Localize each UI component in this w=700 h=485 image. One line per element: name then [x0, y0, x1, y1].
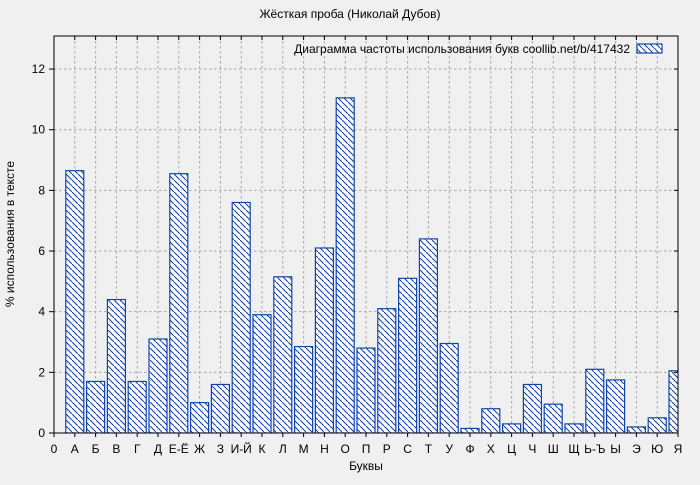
- x-tick-label: Ю: [651, 442, 663, 456]
- y-tick-label: 4: [38, 305, 45, 319]
- bars: [65, 97, 678, 433]
- bar-Г: [127, 380, 147, 433]
- y-tick-label: 2: [38, 365, 45, 379]
- bar-Ц: [502, 423, 522, 433]
- y-axis-title: % использования в тексте: [3, 161, 17, 307]
- x-tick-label: Ч: [528, 442, 536, 456]
- x-tick-label: Щ: [568, 442, 579, 456]
- x-tick-labels: 0 А Б В Г Д Е-Ё Ж З И-Й К Л М Н О П Р С Т У Ф Х Ц Ч Ш Щ Ь-Ъ Ы Э Ю Я: [51, 441, 683, 456]
- plot-frame: [53, 35, 679, 434]
- x-tick-label: Т: [425, 442, 433, 456]
- y-tick-label: 10: [32, 123, 46, 137]
- bar-Ш: [543, 403, 563, 433]
- bar-У: [439, 342, 459, 433]
- bar-Ж: [190, 402, 210, 433]
- x-tick-label: Г: [134, 442, 141, 456]
- x-tick-label: Ф: [465, 442, 474, 456]
- bar-Е-Ё: [169, 173, 189, 433]
- bar-И-Й: [231, 201, 251, 433]
- x-tick-label: А: [71, 442, 79, 456]
- x-tick-label: Н: [320, 442, 329, 456]
- legend: Диаграмма частоты использования букв coo…: [294, 42, 663, 56]
- bar-А: [65, 170, 85, 433]
- x-tick-label: Б: [92, 442, 100, 456]
- x-tick-label: К: [259, 442, 266, 456]
- bar-Д: [148, 338, 168, 433]
- x-tick-label: Х: [487, 442, 495, 456]
- x-tick-label: Ц: [507, 442, 516, 456]
- bar-Ф: [460, 427, 480, 433]
- bar-Щ: [564, 423, 584, 433]
- bar-Н: [314, 247, 334, 433]
- x-tick-label: Е-Ё: [169, 442, 189, 456]
- bar-Р: [377, 308, 397, 433]
- bar-Л: [273, 276, 293, 433]
- x-tick-label: И-Й: [231, 441, 252, 456]
- y-tick-label: 8: [38, 183, 45, 197]
- x-tick-label: П: [362, 442, 371, 456]
- x-tick-label: О: [341, 442, 350, 456]
- legend-swatch: [636, 43, 663, 54]
- legend-label: Диаграмма частоты использования букв coo…: [294, 42, 630, 56]
- y-tick-label: 12: [32, 62, 46, 76]
- x-tick-label: В: [112, 442, 120, 456]
- bar-Ч: [522, 383, 543, 433]
- x-tick-label: Д: [154, 442, 162, 456]
- x-tick-label: Я: [674, 442, 683, 456]
- bar-О: [335, 97, 355, 433]
- x-tick-label: М: [299, 442, 309, 456]
- y-tick-labels: 0 2 4 6 8 10 12: [32, 62, 46, 440]
- x-tick-label: Ш: [548, 442, 559, 456]
- bar-К: [252, 314, 272, 433]
- bar-С: [398, 277, 418, 433]
- bar-М: [294, 345, 314, 433]
- x-tick-label: Ь-Ъ: [584, 442, 605, 456]
- bar-Ы: [605, 379, 626, 433]
- bar-Х: [481, 408, 501, 433]
- bar-В: [106, 298, 127, 433]
- x-tick-label: 0: [51, 442, 58, 456]
- x-tick-label: Р: [383, 442, 391, 456]
- x-tick-label: Э: [632, 442, 641, 456]
- x-tick-label: З: [217, 442, 224, 456]
- y-tick-label: 6: [38, 244, 45, 258]
- bar-Ь-Ъ: [585, 368, 605, 433]
- bar-Э: [626, 426, 647, 433]
- x-tick-label: С: [403, 442, 412, 456]
- bar-Б: [85, 380, 106, 433]
- bar-З: [210, 383, 230, 433]
- bar-П: [356, 347, 376, 433]
- x-tick-label: У: [445, 442, 453, 456]
- bar-Т: [418, 238, 438, 433]
- axis-ticks: [49, 36, 679, 437]
- bar-Ю: [647, 417, 667, 433]
- x-tick-label: Л: [279, 442, 287, 456]
- bar-Я: [668, 370, 678, 433]
- x-tick-label: Ж: [194, 442, 205, 456]
- x-axis-title: Буквы: [349, 459, 383, 473]
- chart-title: Жёсткая проба (Николай Дубов): [259, 7, 440, 21]
- x-tick-label: Ы: [610, 442, 621, 456]
- y-tick-label: 0: [38, 426, 45, 440]
